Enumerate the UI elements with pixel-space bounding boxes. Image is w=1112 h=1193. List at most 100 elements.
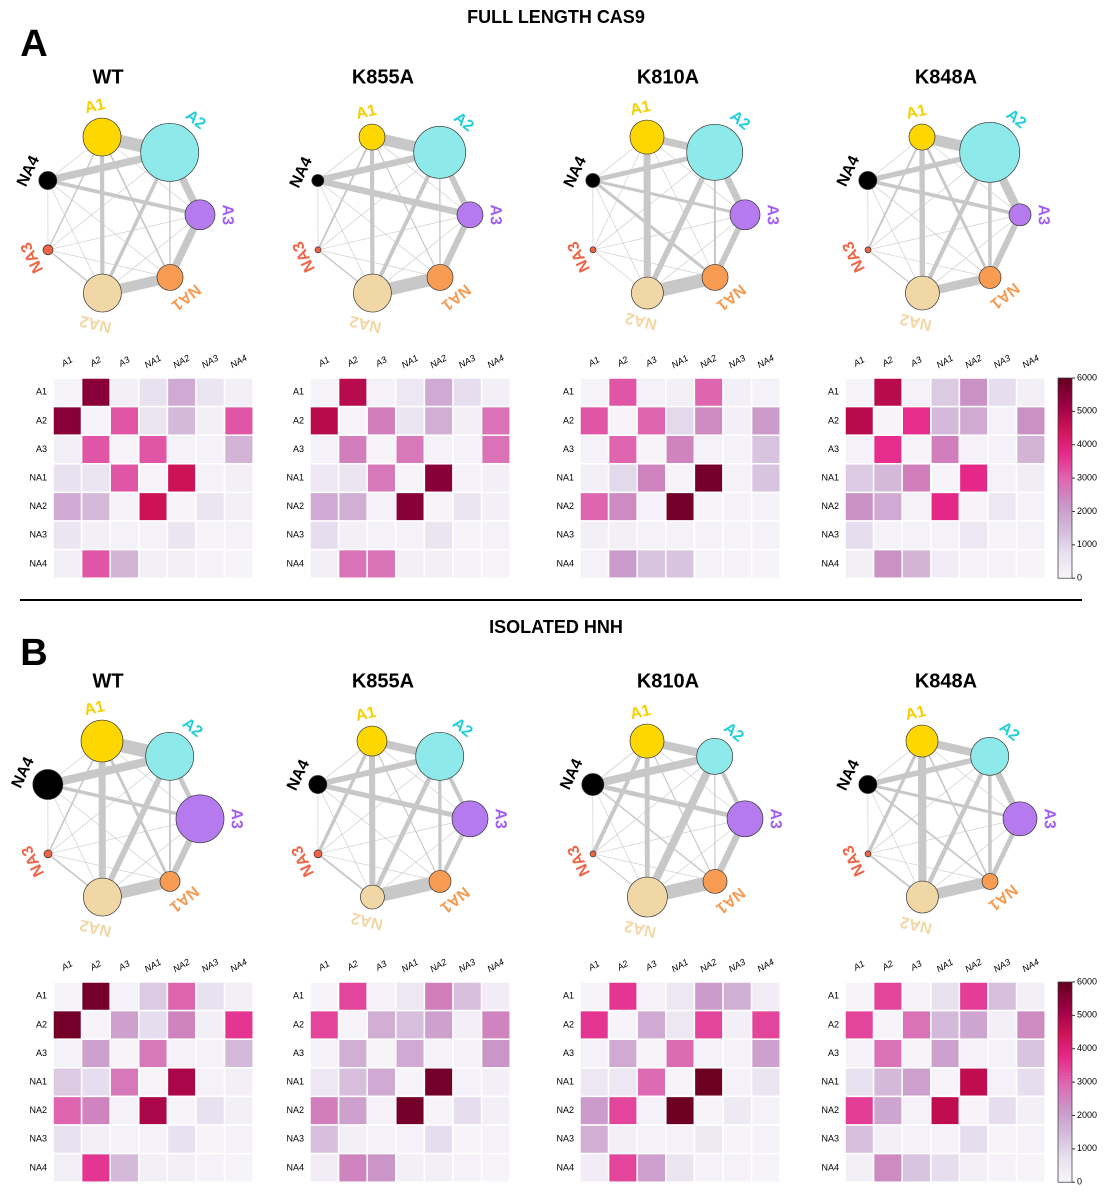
network-node: [83, 274, 121, 312]
heatmap-cell: [694, 1011, 723, 1040]
colorbar-band: [1058, 495, 1072, 499]
heatmap-cell: [845, 464, 874, 493]
heatmap-cell: [752, 1039, 781, 1068]
column-label: A1: [316, 354, 331, 369]
heatmap-cell: [694, 1068, 723, 1097]
heatmap-cell: [1017, 435, 1046, 464]
heatmap-cell: [988, 1154, 1017, 1183]
heatmap-cell: [482, 1011, 511, 1040]
heatmap-cell: [53, 492, 82, 521]
column-label: NA4: [486, 957, 506, 974]
heatmap-cell: [482, 1096, 511, 1125]
heatmap-cell: [82, 378, 111, 407]
heatmap-cell: [931, 492, 960, 521]
row-label: A1: [293, 991, 304, 1001]
heatmap-cell: [424, 1011, 453, 1040]
heatmap-cell: [902, 1125, 931, 1154]
row-label: NA3: [556, 1134, 574, 1144]
heatmap-cell: [931, 521, 960, 550]
heatmap-cell: [453, 1154, 482, 1183]
colorbar-band: [1058, 448, 1072, 452]
colorbar-band: [1058, 1102, 1072, 1106]
colorbar-band: [1058, 428, 1072, 432]
heatmap-cell: [666, 1011, 695, 1040]
heatmap-cell: [931, 1039, 960, 1068]
row-label: NA4: [556, 1162, 574, 1172]
heatmap-cell: [367, 464, 396, 493]
colorbar-band: [1058, 1092, 1072, 1096]
network-node: [631, 277, 663, 309]
heatmap-cell: [845, 982, 874, 1011]
row-label: A2: [563, 415, 574, 425]
heatmap-cell: [1017, 492, 1046, 521]
colorbar-band: [1058, 435, 1072, 439]
heatmap-cell: [609, 407, 638, 436]
network-node: [452, 801, 488, 837]
heatmap-cell: [609, 550, 638, 579]
colorbar-band: [1058, 1042, 1072, 1046]
heatmap-cell: [453, 1125, 482, 1154]
heatmap-cell: [988, 435, 1017, 464]
column-label: NA3: [200, 353, 220, 370]
heatmap-cell: [453, 464, 482, 493]
network-node: [83, 118, 121, 156]
colorbar-band: [1058, 568, 1072, 572]
heatmap-cell: [367, 435, 396, 464]
heatmap-cell: [723, 1154, 752, 1183]
colorbar-band: [1058, 545, 1072, 549]
colorbar-band: [1058, 1122, 1072, 1126]
heatmap-cell: [723, 464, 752, 493]
heatmap-cell: [874, 521, 903, 550]
heatmap-cell: [752, 1068, 781, 1097]
colorbar-band: [1058, 1152, 1072, 1156]
heatmap-cell: [139, 435, 168, 464]
heatmap-cell: [1017, 1154, 1046, 1183]
heatmap-cell: [196, 464, 225, 493]
network-node: [859, 775, 877, 793]
heatmap-cell: [367, 1068, 396, 1097]
heatmap-cell: [196, 1011, 225, 1040]
column-label: NA1: [670, 353, 690, 370]
heatmap-cell: [482, 1039, 511, 1068]
network-node: [906, 725, 938, 757]
column-label: A3: [116, 354, 131, 369]
heatmap-cell: [424, 378, 453, 407]
heatmap-cell: [310, 1096, 339, 1125]
heatmap-cell: [453, 435, 482, 464]
heatmap-cell: [845, 1039, 874, 1068]
network-edge: [318, 180, 470, 214]
colorbar-band: [1058, 1062, 1072, 1066]
colorbar-band: [1058, 1035, 1072, 1039]
column-label: NA2: [698, 957, 718, 974]
heatmap-cell: [424, 492, 453, 521]
network-node: [697, 738, 733, 774]
heatmap-cell: [139, 1154, 168, 1183]
node-label: NA2: [349, 909, 384, 933]
node-label: NA2: [898, 310, 933, 334]
heatmap-cell: [637, 1068, 666, 1097]
heatmap-cell: [424, 521, 453, 550]
heatmap-cell: [110, 464, 139, 493]
heatmap-cell: [874, 492, 903, 521]
heatmap-cell: [225, 492, 254, 521]
network-node: [909, 124, 935, 150]
heatmap-cell: [609, 1125, 638, 1154]
row-label: A1: [563, 991, 574, 1001]
network-edge: [868, 180, 923, 293]
heatmap-cell: [609, 982, 638, 1011]
heatmap-cell: [424, 407, 453, 436]
heatmap-cell: [874, 1011, 903, 1040]
heatmap-cell: [396, 1068, 425, 1097]
heatmap-cell: [931, 407, 960, 436]
heatmap-cell: [367, 550, 396, 579]
colorbar-band: [1058, 1015, 1072, 1019]
heatmap-cell: [424, 464, 453, 493]
heatmap-cell: [82, 1068, 111, 1097]
heatmap-cell: [988, 464, 1017, 493]
heatmap-cell: [367, 378, 396, 407]
network-node: [416, 732, 464, 780]
heatmap-cell: [53, 1039, 82, 1068]
heatmap-cell: [580, 982, 609, 1011]
colorbar-band: [1058, 415, 1072, 419]
heatmap-cell: [82, 1125, 111, 1154]
